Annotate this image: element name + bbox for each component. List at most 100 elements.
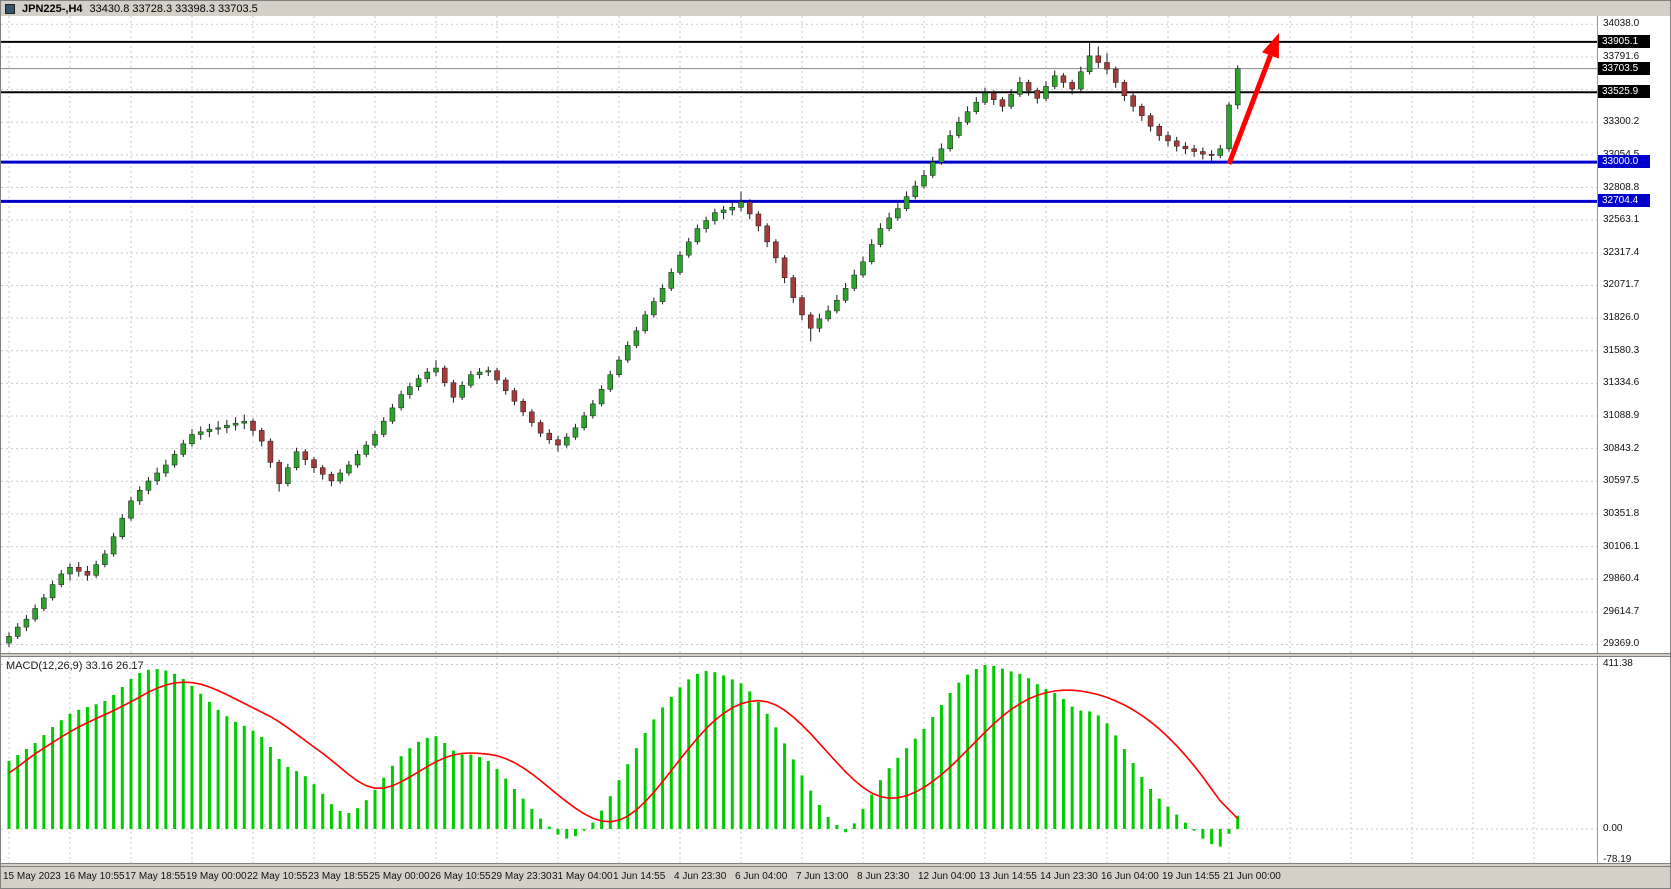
macd-bar [896, 757, 900, 829]
price-line-label: 33000.0 [1598, 155, 1650, 169]
macd-bar [1149, 789, 1153, 829]
macd-bar [7, 761, 11, 829]
macd-bar [1122, 749, 1126, 829]
macd-bar [138, 673, 142, 829]
candle [903, 191, 910, 212]
candle [293, 447, 300, 471]
candle [276, 459, 282, 492]
macd-bar [1201, 829, 1205, 839]
macd-bar [286, 767, 290, 829]
macd-panel[interactable] [1, 657, 1597, 863]
price-axis[interactable]: 34038.033791.633545.933300.233054.532808… [1597, 16, 1670, 866]
macd-bar [303, 776, 307, 829]
price-tick: 30597.5 [1603, 475, 1640, 487]
candle [1017, 77, 1023, 98]
candle [380, 417, 387, 438]
candle [49, 580, 56, 601]
macd-bar [155, 669, 159, 829]
macd-bar [1166, 806, 1170, 829]
candle [1034, 87, 1041, 104]
candle [529, 409, 535, 427]
candle [1139, 103, 1145, 121]
macd-bar [521, 798, 525, 829]
macd-bar [530, 809, 534, 829]
price-chart-canvas[interactable] [1, 16, 1597, 653]
macd-bar [1053, 693, 1057, 829]
candle [128, 496, 134, 521]
macd-canvas[interactable] [1, 657, 1597, 863]
candle [267, 438, 274, 468]
macd-bar [451, 750, 455, 829]
macd-bar [1061, 699, 1065, 829]
panel-splitter[interactable] [1, 653, 1670, 657]
chart-titlebar: JPN225-,H4 33430.8 33728.3 33398.3 33703… [1, 1, 1670, 16]
candle [154, 467, 160, 485]
bottom-splitter[interactable] [1, 863, 1670, 866]
macd-bar [173, 673, 177, 829]
macd-bar [112, 695, 116, 829]
time-axis[interactable]: 15 May 2023 16 May 10:55 17 May 18:55 19 Ma… [1, 866, 1670, 888]
macd-bar [748, 691, 752, 829]
candle [328, 471, 335, 487]
candle [206, 423, 213, 438]
macd-bar [852, 823, 856, 829]
candle [485, 366, 492, 377]
price-chart[interactable] [1, 16, 1597, 653]
time-axis-label: 8 Jun 23:30 [857, 871, 910, 882]
candle [58, 569, 65, 588]
price-tick: 32071.7 [1603, 279, 1640, 291]
ohlc-values: 33430.8 33728.3 33398.3 33703.5 [89, 2, 258, 15]
macd-bar [1131, 763, 1135, 829]
candle [450, 380, 457, 403]
candle [607, 370, 614, 392]
macd-bar [556, 829, 560, 835]
candle [520, 398, 526, 416]
macd-bar [329, 804, 333, 829]
macd-bar [512, 789, 516, 829]
macd-bar [242, 725, 246, 829]
macd-bar [730, 679, 734, 829]
macd-bar [16, 755, 20, 829]
time-axis-label: 19 May 00:00 [186, 871, 247, 882]
time-axis-label: 16 May 10:55 [64, 871, 125, 882]
candle [842, 283, 849, 303]
macd-bar [765, 713, 769, 829]
candle [912, 180, 919, 200]
macd-bar [1009, 671, 1013, 829]
price-line-label: 33905.1 [1598, 34, 1650, 48]
candle [764, 223, 770, 248]
macd-bar [687, 679, 691, 829]
macd-bar [1192, 829, 1196, 831]
time-axis-label: 29 May 23:30 [491, 871, 552, 882]
macd-bar [931, 717, 935, 829]
macd-bar [486, 761, 490, 829]
candle [171, 450, 178, 468]
candle [93, 560, 99, 578]
candle [990, 90, 997, 106]
macd-bar [774, 727, 778, 829]
price-tick: 29614.7 [1603, 605, 1640, 617]
macd-bar [33, 743, 37, 829]
candle [886, 212, 892, 232]
candle [1025, 79, 1032, 96]
macd-bar [312, 784, 316, 829]
macd-bar [68, 713, 72, 829]
price-tick: 29860.4 [1603, 573, 1640, 585]
macd-bar [756, 701, 760, 829]
candle [590, 399, 596, 419]
candle [738, 191, 744, 212]
macd-bar [1079, 710, 1083, 829]
candle [633, 326, 640, 349]
candle [232, 417, 239, 431]
macd-bar [634, 748, 638, 829]
macd-signal-line [8, 681, 1239, 823]
candle [14, 623, 21, 640]
symbol-timeframe: JPN225-,H4 [22, 2, 83, 15]
macd-bar [591, 822, 595, 829]
macd-axis-tick: 0.00 [1603, 823, 1623, 834]
chart-icon [5, 3, 15, 14]
time-axis-label: 22 May 10:55 [247, 871, 308, 882]
macd-bar [408, 748, 412, 829]
price-tick: 32317.4 [1603, 246, 1640, 258]
